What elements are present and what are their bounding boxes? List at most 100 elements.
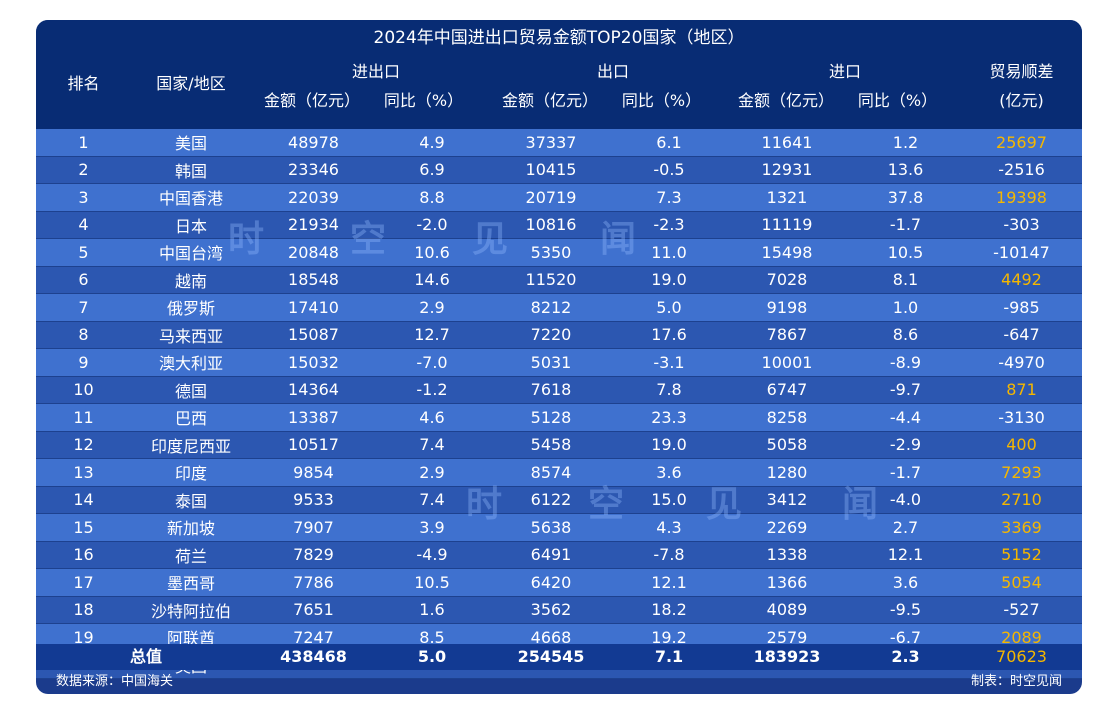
import-yoy-cell: -1.7 [850,211,961,239]
source-note: 数据来源：中国海关 [56,674,174,689]
totals-row: 总值 438468 5.0 254545 7.1 183923 2.3 7062… [36,644,1082,670]
import-yoy-cell: 3.6 [850,568,961,597]
import-cell: 1280 [724,458,850,487]
balance-cell: -303 [961,211,1082,239]
header-total-amount: 金额（亿元） [263,91,360,110]
total-cell: 48978 [251,129,376,157]
country-cell: 澳大利亚 [131,348,251,377]
rank-cell: 15 [36,513,131,542]
table-row: 18 沙特阿拉伯 7651 1.6 3562 18.2 4089 -9.5 -527 [36,596,1082,624]
balance-cell: -3130 [961,403,1082,432]
table-row: 11 巴西 13387 4.6 5128 23.3 8258 -4.4 -3130 [36,403,1082,432]
balance-cell: 5054 [961,568,1082,597]
total-cell: 22039 [251,183,376,212]
country-cell: 中国台湾 [131,238,251,267]
rank-cell: 1 [36,129,131,157]
total-yoy-cell: 10.6 [376,238,488,267]
table-row: 2 韩国 23346 6.9 10415 -0.5 12931 13.6 -2516 [36,156,1082,184]
table-row: 6 越南 18548 14.6 11520 19.0 7028 8.1 4492 [36,266,1082,294]
export-cell: 8574 [488,458,614,487]
export-yoy-cell: 11.0 [614,238,724,267]
import-cell: 1338 [724,541,850,569]
header-total-yoy: 同比（%） [383,91,464,110]
total-cell: 14364 [251,376,376,404]
totals-export-yoy: 7.1 [654,647,684,666]
balance-cell: 5152 [961,541,1082,569]
total-yoy-cell: 2.9 [376,458,488,487]
rank-cell: 9 [36,348,131,377]
total-cell: 7829 [251,541,376,569]
import-yoy-cell: -4.4 [850,403,961,432]
import-yoy-cell: 1.0 [850,293,961,322]
country-cell: 俄罗斯 [131,293,251,322]
rank-cell: 5 [36,238,131,267]
rank-cell: 2 [36,156,131,184]
import-yoy-cell: 12.1 [850,541,961,569]
balance-cell: -2516 [961,156,1082,184]
country-cell: 泰国 [131,486,251,514]
table-row: 14 泰国 9533 7.4 6122 15.0 3412 -4.0 2710 [36,486,1082,514]
rank-cell: 18 [36,596,131,624]
rank-cell: 12 [36,431,131,459]
export-yoy-cell: 18.2 [614,596,724,624]
totals-export: 254545 [517,647,585,666]
table-row: 7 俄罗斯 17410 2.9 8212 5.0 9198 1.0 -985 [36,293,1082,322]
header-country: 国家/地区 [156,74,226,93]
rank-cell: 16 [36,541,131,569]
total-cell: 7907 [251,513,376,542]
rank-cell: 6 [36,266,131,294]
export-yoy-cell: 6.1 [614,129,724,157]
export-cell: 10415 [488,156,614,184]
import-cell: 1366 [724,568,850,597]
balance-cell: 400 [961,431,1082,459]
export-yoy-cell: 3.6 [614,458,724,487]
import-yoy-cell: -9.7 [850,376,961,404]
total-yoy-cell: -7.0 [376,348,488,377]
country-cell: 马来西亚 [131,321,251,349]
country-cell: 中国香港 [131,183,251,212]
total-cell: 17410 [251,293,376,322]
table-row: 12 印度尼西亚 10517 7.4 5458 19.0 5058 -2.9 400 [36,431,1082,459]
header-rank: 排名 [67,74,100,93]
total-cell: 10517 [251,431,376,459]
total-cell: 7786 [251,568,376,597]
total-cell: 13387 [251,403,376,432]
export-cell: 8212 [488,293,614,322]
country-cell: 墨西哥 [131,568,251,597]
export-cell: 5031 [488,348,614,377]
table-row: 5 中国台湾 20848 10.6 5350 11.0 15498 10.5 -10147 [36,238,1082,267]
rank-cell: 4 [36,211,131,239]
import-yoy-cell: -2.9 [850,431,961,459]
total-yoy-cell: 8.8 [376,183,488,212]
export-yoy-cell: -7.8 [614,541,724,569]
export-cell: 7618 [488,376,614,404]
balance-cell: 2710 [961,486,1082,514]
import-cell: 9198 [724,293,850,322]
export-cell: 5458 [488,431,614,459]
country-cell: 美国 [131,129,251,157]
country-cell: 巴西 [131,403,251,432]
import-cell: 2269 [724,513,850,542]
import-cell: 15498 [724,238,850,267]
totals-total: 438468 [280,647,347,666]
table-row: 8 马来西亚 15087 12.7 7220 17.6 7867 8.6 -647 [36,321,1082,349]
balance-cell: -985 [961,293,1082,322]
rank-cell: 8 [36,321,131,349]
country-cell: 韩国 [131,156,251,184]
total-cell: 15032 [251,348,376,377]
total-yoy-cell: 2.9 [376,293,488,322]
table-row: 10 德国 14364 -1.2 7618 7.8 6747 -9.7 871 [36,376,1082,404]
total-yoy-cell: -4.9 [376,541,488,569]
export-yoy-cell: 23.3 [614,403,724,432]
export-yoy-cell: 5.0 [614,293,724,322]
country-cell: 德国 [131,376,251,404]
total-yoy-cell: 4.6 [376,403,488,432]
balance-cell: -527 [961,596,1082,624]
country-cell: 新加坡 [131,513,251,542]
total-yoy-cell: 14.6 [376,266,488,294]
table-row: 13 印度 9854 2.9 8574 3.6 1280 -1.7 7293 [36,458,1082,487]
header-import-yoy: 同比（%） [857,91,938,110]
balance-cell: -647 [961,321,1082,349]
import-cell: 11641 [724,129,850,157]
import-cell: 7028 [724,266,850,294]
